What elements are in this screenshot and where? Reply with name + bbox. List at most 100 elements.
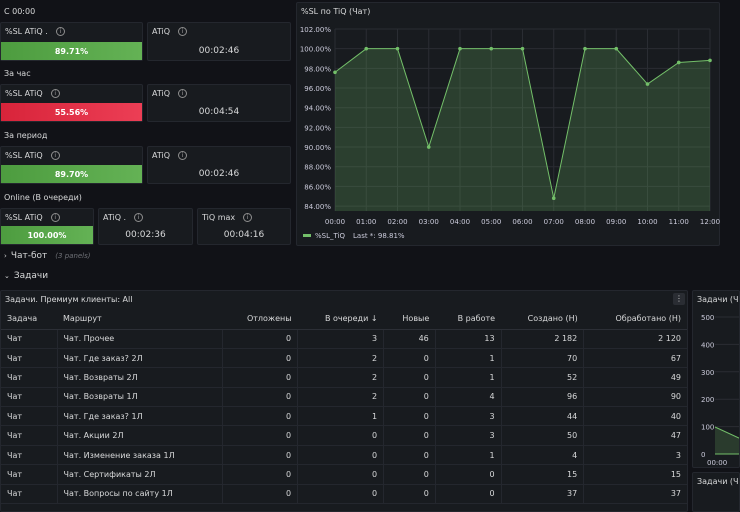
sl-tiq-chart[interactable]: 102.00% 100.00% 98.00% 96.00% 94.00% 92.00% 90…	[297, 3, 721, 247]
x-tick-label: 02:00	[387, 218, 407, 226]
table-cell: Чат. Изменение заказа 1Л	[56, 445, 223, 466]
table-cell: 44	[500, 406, 584, 427]
table-row[interactable]: Чат Чат. Акции 2Л 0 0 0 3 50 47	[1, 425, 687, 446]
x-tick-label: 12:00	[700, 218, 720, 226]
sl-tiq-chart-panel[interactable]: %SL по TiQ (Чат) 102.00% 100.00% 98.00% 96.…	[296, 2, 720, 246]
x-tick-label: 00:00	[707, 459, 727, 467]
column-header[interactable]: Отложены	[222, 309, 298, 330]
info-icon[interactable]: i	[178, 27, 188, 36]
stat-title: TiQ max	[202, 213, 236, 222]
info-icon[interactable]: i	[50, 89, 60, 98]
y-tick-label: 96.00%	[304, 85, 331, 93]
table-cell: 2	[297, 367, 384, 388]
stat-value: 100.00%	[1, 226, 93, 244]
table-row[interactable]: Чат Чат. Вопросы по сайту 1Л 0 0 0 0 37 37	[1, 484, 687, 505]
table-cell: 0	[221, 425, 298, 446]
tasks-chart-panel[interactable]: Задачи (Ча 500 400 300 200 100 0 00:00	[692, 290, 740, 468]
row-chatbot[interactable]: › Чат-бот (3 panels)	[0, 247, 740, 265]
table-cell: 4	[434, 387, 502, 408]
stat-title: %SL ATiQ	[5, 89, 43, 98]
y-tick-label: 92.00%	[304, 124, 331, 132]
table-cell: Чат. Сертификаты 2Л	[56, 464, 223, 485]
table-cell: 0	[221, 348, 298, 369]
data-point	[395, 46, 400, 51]
info-icon[interactable]: i	[178, 89, 188, 98]
table-row[interactable]: Чат Чат. Где заказ? 2Л 0 2 0 1 70 67	[1, 348, 687, 369]
table-cell: 0	[297, 445, 384, 466]
section-online: Online (В очереди)	[4, 193, 82, 202]
table-row[interactable]: Чат Чат. Сертификаты 2Л 0 0 0 0 15 15	[1, 464, 687, 485]
stat-value: 89.71%	[1, 42, 142, 60]
right-panel-title: Задачи (Ча	[697, 295, 740, 304]
table-cell: 37	[583, 484, 687, 505]
column-header[interactable]: Маршрут	[57, 309, 223, 330]
table-cell: 0	[221, 387, 298, 408]
info-icon[interactable]: i	[178, 151, 188, 160]
table-cell: 13	[434, 329, 502, 349]
legend-label: %SL_TiQ	[315, 232, 346, 240]
chart-title: %SL по TiQ (Чат)	[301, 7, 371, 16]
stat-sl-atiq-hour[interactable]: %SL ATiQ i 55.56%	[0, 84, 143, 122]
y-tick-label: 200	[701, 396, 714, 404]
series-area	[714, 426, 739, 455]
column-header[interactable]: В работе	[435, 309, 502, 330]
stat-title: ATiQ	[152, 151, 171, 160]
table-row[interactable]: Чат Чат. Изменение заказа 1Л 0 0 0 1 4 3	[1, 445, 687, 466]
section-since-midnight: С 00:00	[4, 7, 36, 16]
table-row[interactable]: Чат Чат. Где заказ? 1Л 0 1 0 3 44 40	[1, 406, 687, 427]
info-icon[interactable]: i	[134, 213, 144, 222]
stat-atiq-online[interactable]: ATiQ . i 00:02:36	[98, 208, 193, 245]
y-tick-label: 100.00%	[300, 46, 331, 54]
stat-sl-atiq-period[interactable]: %SL ATiQ i 89.70%	[0, 146, 143, 184]
column-header[interactable]: Создано (Н)	[501, 309, 584, 330]
stat-sl-atiq-today[interactable]: %SL ATiQ . i 89.71%	[0, 22, 143, 61]
info-icon[interactable]: i	[243, 213, 253, 222]
info-icon[interactable]: i	[55, 27, 65, 36]
data-point	[676, 60, 681, 65]
column-header[interactable]: Задача	[1, 309, 58, 330]
section-period: За период	[4, 131, 48, 140]
info-icon[interactable]: i	[50, 151, 60, 160]
table-cell: 4	[500, 445, 584, 466]
legend-swatch	[303, 234, 311, 237]
tasks-table-panel[interactable]: Задачи. Премиум клиенты: All ⋮ Задача Мар…	[0, 290, 688, 512]
data-point	[551, 196, 556, 201]
table-cell: 0	[383, 484, 436, 505]
column-header[interactable]: Обработано (Н)	[583, 309, 687, 330]
table-row[interactable]: Чат Чат. Возвраты 1Л 0 2 0 4 96 90	[1, 387, 687, 408]
table-cell: Чат	[1, 425, 58, 446]
y-tick-label: 100	[701, 424, 714, 432]
table-cell: 0	[221, 406, 298, 427]
row-tasks[interactable]: ⌄ Задачи	[0, 267, 740, 285]
column-header[interactable]: В очереди ↓	[297, 309, 384, 330]
table-cell: 0	[383, 387, 436, 408]
table-cell: 96	[500, 387, 584, 408]
stat-atiq-today[interactable]: ATiQ i 00:02:46	[147, 22, 291, 61]
stat-atiq-period[interactable]: ATiQ i 00:02:46	[147, 146, 291, 184]
stat-atiq-hour[interactable]: ATiQ i 00:04:54	[147, 84, 291, 122]
row-panel-count: (3 panels)	[55, 252, 91, 260]
table-cell: Чат. Вопросы по сайту 1Л	[56, 484, 223, 505]
table-row[interactable]: Чат Чат. Возвраты 2Л 0 2 0 1 52 49	[1, 367, 687, 388]
panel-menu-icon[interactable]: ⋮	[673, 293, 685, 305]
data-point	[583, 46, 587, 51]
stat-sl-atiq-online[interactable]: %SL ATiQ i 100.00%	[0, 208, 94, 245]
stat-value: 00:02:46	[198, 169, 240, 179]
x-tick-label: 00:00	[325, 218, 345, 226]
table-row[interactable]: Чат Чат. Прочее 0 3 46 13 2 182 2 120	[1, 329, 687, 349]
y-tick-label: 102.00%	[300, 26, 331, 34]
table-cell: Чат	[1, 464, 58, 485]
table-cell: Чат	[1, 348, 58, 369]
table-cell: 0	[221, 464, 298, 485]
x-tick-label: 05:00	[481, 218, 501, 226]
info-icon[interactable]: i	[50, 213, 60, 222]
stat-title: %SL ATiQ .	[5, 27, 48, 36]
tasks-chart-panel-2[interactable]: Задачи (Ча	[692, 472, 740, 512]
data-point	[364, 46, 369, 51]
table-cell: 90	[583, 387, 687, 408]
stat-tiq-max-online[interactable]: TiQ max i 00:04:16	[197, 208, 291, 245]
data-point	[458, 46, 462, 51]
table-cell: Чат. Прочее	[56, 329, 223, 349]
column-header[interactable]: Новые	[383, 309, 436, 330]
table-cell: 15	[500, 464, 584, 485]
